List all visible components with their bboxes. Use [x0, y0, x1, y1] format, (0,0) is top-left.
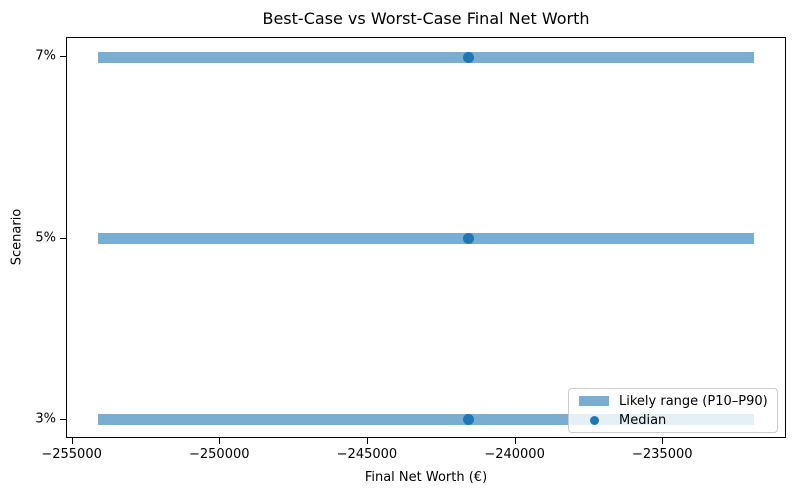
range-bar-3% — [98, 414, 754, 426]
legend-label-range: Likely range (P10–P90) — [619, 393, 768, 409]
x-tick-label: −250000 — [189, 447, 250, 462]
y-tick-label: 3% — [35, 411, 56, 427]
median-dot-icon — [589, 415, 599, 425]
legend-entry-range: Likely range (P10–P90) — [569, 392, 777, 410]
range-swatch-icon — [579, 396, 609, 406]
x-axis-title: Final Net Worth (€) — [364, 470, 488, 485]
median-dot-7% — [463, 51, 475, 63]
range-bar-5% — [98, 233, 754, 244]
x-tick-label: −235000 — [631, 447, 693, 462]
y-tick-label: 5% — [35, 230, 56, 245]
x-tick-mark — [662, 438, 664, 444]
x-tick-label: −255000 — [41, 447, 102, 462]
x-tick-mark — [219, 438, 221, 444]
y-tick-mark — [60, 418, 66, 420]
legend-entry-median: Median — [569, 411, 777, 429]
legend-label-median: Median — [619, 412, 667, 428]
median-dot-5% — [463, 233, 475, 244]
x-tick-mark — [514, 438, 516, 444]
x-tick-mark — [366, 438, 368, 444]
y-tick-mark — [60, 56, 66, 58]
x-tick-mark — [71, 438, 73, 444]
x-tick-label: −240000 — [484, 447, 545, 462]
y-tick-mark — [60, 237, 66, 239]
x-tick-label: −245000 — [336, 447, 398, 462]
y-tick-label: 7% — [35, 48, 56, 64]
plot-area — [66, 37, 786, 438]
legend: Likely range (P10–P90) Median — [568, 388, 778, 433]
chart-title: Best-Case vs Worst-Case Final Net Worth — [262, 9, 590, 28]
median-marker-wrap — [579, 415, 609, 425]
range-bar-7% — [98, 51, 754, 63]
median-dot-3% — [463, 414, 475, 426]
